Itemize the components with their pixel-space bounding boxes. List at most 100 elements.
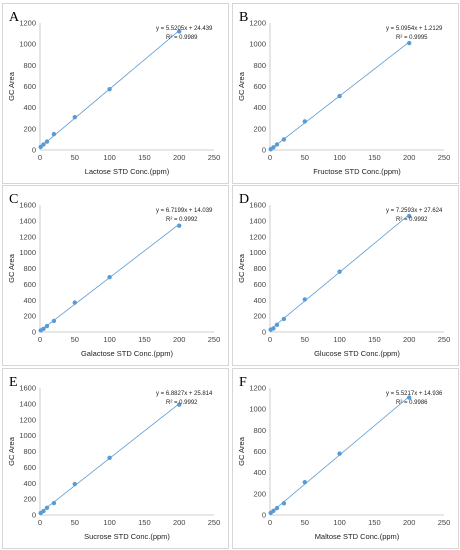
y-tick-label: 400	[23, 103, 36, 112]
panel-letter: A	[9, 10, 20, 25]
y-tick-label: 200	[23, 312, 36, 321]
panel-letter: B	[239, 10, 248, 25]
y-tick-label: 0	[262, 146, 266, 155]
data-point	[302, 119, 307, 124]
x-tick-label: 150	[138, 518, 151, 527]
y-tick-label: 1000	[19, 431, 36, 440]
data-point	[72, 481, 78, 487]
x-tick-label: 250	[208, 153, 221, 162]
y-tick-label: 0	[262, 511, 266, 520]
data-point	[51, 500, 57, 506]
x-tick-label: 100	[333, 518, 346, 527]
x-tick-label: 250	[208, 335, 221, 344]
y-tick-label: 0	[32, 511, 36, 520]
x-tick-label: 200	[403, 335, 416, 344]
x-tick-label: 0	[268, 335, 272, 344]
y-tick-label: 1200	[249, 19, 266, 28]
data-point	[407, 40, 412, 46]
data-point	[281, 316, 287, 322]
data-point	[72, 300, 78, 305]
trendline-equation: y = 5.5217x + 14.936	[386, 391, 443, 397]
data-point	[337, 451, 342, 456]
data-point	[271, 326, 276, 331]
data-point	[337, 269, 342, 274]
y-tick-label: 200	[253, 124, 266, 133]
data-point	[337, 93, 342, 99]
data-point	[44, 139, 50, 144]
y-tick-label: 400	[253, 296, 266, 305]
x-tick-label: 50	[301, 518, 309, 527]
x-tick-label: 0	[38, 335, 42, 344]
x-tick-label: 200	[403, 518, 416, 527]
y-tick-label: 200	[23, 124, 36, 133]
y-tick-label: 1200	[19, 232, 36, 241]
y-tick-label: 1400	[19, 399, 36, 408]
data-point	[177, 29, 182, 34]
x-tick-label: 0	[268, 518, 272, 527]
y-axis-title: GC Area	[237, 436, 246, 466]
y-axis-title: GC Area	[237, 71, 246, 101]
x-axis-title: Fructose STD Conc.(ppm)	[313, 167, 401, 176]
trendline-equation: y = 6.8827x + 25.814	[156, 391, 213, 397]
y-tick-label: 800	[23, 264, 36, 273]
data-point	[107, 455, 112, 461]
x-tick-label: 150	[138, 153, 151, 162]
data-point	[72, 114, 78, 120]
x-tick-label: 100	[103, 518, 116, 527]
y-tick-label: 1400	[249, 216, 266, 225]
data-point	[51, 131, 57, 137]
x-tick-label: 250	[438, 153, 451, 162]
trendline-equation: y = 5.5205x + 24.439	[156, 26, 213, 32]
y-tick-label: 1200	[249, 232, 266, 241]
y-tick-label: 800	[253, 264, 266, 273]
data-point	[407, 395, 412, 400]
x-tick-label: 50	[301, 335, 309, 344]
x-tick-label: 150	[368, 335, 381, 344]
y-tick-label: 1600	[19, 384, 36, 393]
y-tick-label: 1200	[249, 384, 266, 393]
y-axis-title: GC Area	[7, 436, 16, 466]
y-tick-label: 600	[253, 447, 266, 456]
y-tick-label: 600	[253, 82, 266, 91]
panel-letter: F	[239, 375, 247, 390]
y-tick-label: 1600	[19, 201, 36, 210]
r-squared-label: R² = 0.9992	[166, 400, 198, 406]
x-tick-label: 100	[103, 153, 116, 162]
y-tick-label: 1200	[19, 19, 36, 28]
x-tick-label: 150	[368, 153, 381, 162]
x-tick-label: 250	[438, 518, 451, 527]
data-point	[41, 142, 46, 147]
panel-letter: C	[9, 192, 18, 207]
y-tick-label: 800	[253, 61, 266, 70]
data-point	[44, 505, 50, 511]
y-tick-label: 200	[23, 495, 36, 504]
panel-e: E 0 200 400 600 800 1000 1200 1400 1600 0 50 100 150 2…	[2, 368, 229, 549]
x-tick-label: 200	[173, 518, 186, 527]
y-axis-title: GC Area	[7, 71, 16, 101]
y-tick-label: 600	[23, 82, 36, 91]
r-squared-label: R² = 0.9986	[396, 400, 428, 406]
data-point	[281, 137, 287, 142]
x-tick-label: 50	[71, 518, 79, 527]
y-tick-label: 0	[32, 146, 36, 155]
data-point	[274, 322, 280, 328]
data-point	[107, 86, 112, 92]
y-tick-label: 800	[253, 426, 266, 435]
panel-b: B 0 200 400 600 800 1000 1200 0 50 100 150 200 250 Fru…	[232, 3, 459, 184]
panel-letter: D	[239, 192, 249, 207]
data-point	[274, 142, 280, 147]
x-tick-label: 50	[71, 153, 79, 162]
panel-letter: E	[9, 375, 18, 390]
y-tick-label: 200	[253, 489, 266, 498]
data-point	[44, 323, 50, 329]
data-point	[271, 508, 276, 513]
y-tick-label: 1200	[19, 415, 36, 424]
y-tick-label: 1000	[249, 40, 266, 49]
data-point	[274, 505, 280, 511]
x-tick-label: 50	[71, 335, 79, 344]
y-tick-label: 800	[23, 61, 36, 70]
x-tick-label: 150	[138, 335, 151, 344]
x-tick-label: 100	[333, 153, 346, 162]
y-tick-label: 400	[23, 479, 36, 488]
